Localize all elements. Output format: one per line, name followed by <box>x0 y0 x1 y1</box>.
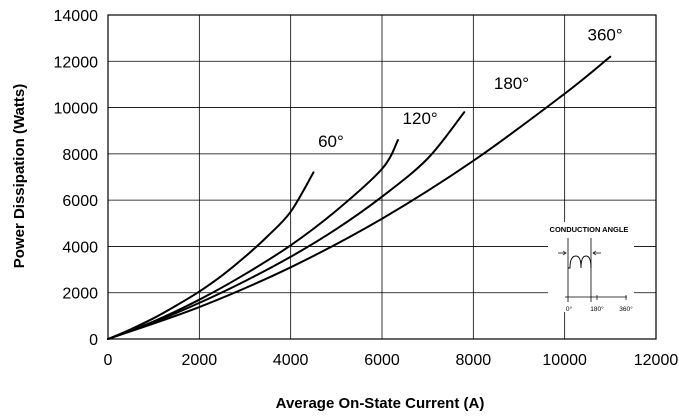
inset-tick-0: 0° <box>566 305 573 313</box>
x-tick-label: 12000 <box>634 352 679 369</box>
conduction-angle-inset: CONDUCTION ANGLE 0° 180° 360° <box>548 222 634 313</box>
y-tick-label: 14000 <box>54 8 99 25</box>
x-tick-labels: 0 2000 4000 6000 8000 10000 12000 <box>104 352 679 369</box>
x-tick-label: 0 <box>104 352 113 369</box>
x-tick-label: 10000 <box>542 352 587 369</box>
curve-label: 60° <box>318 132 344 151</box>
y-tick-label: 2000 <box>62 286 98 303</box>
y-tick-label: 8000 <box>62 147 98 164</box>
x-tick-label: 6000 <box>364 352 400 369</box>
y-tick-label: 10000 <box>54 101 99 118</box>
x-axis-title: Average On-State Current (A) <box>276 395 485 412</box>
series-line-1 <box>107 139 399 340</box>
y-tick-label: 6000 <box>62 193 98 210</box>
x-tick-label: 4000 <box>273 352 309 369</box>
inset-tick-label-180: 180° <box>590 305 604 313</box>
y-tick-label: 0 <box>89 332 98 349</box>
curve-label: 180° <box>494 74 529 93</box>
x-tick-label: 2000 <box>182 352 218 369</box>
curve-labels: 60° 120° 180° 360° <box>318 25 623 150</box>
y-tick-label: 4000 <box>62 239 98 256</box>
inset-dim-arrow-left <box>558 250 567 256</box>
inset-title: CONDUCTION ANGLE <box>550 225 629 234</box>
curves <box>107 55 612 340</box>
series-line-3 <box>107 55 612 340</box>
series-line-0 <box>107 171 315 340</box>
inset-waveform <box>568 255 592 269</box>
plot-frame <box>107 14 657 340</box>
inset-tick-label-360: 360° <box>619 305 633 313</box>
y-tick-label: 12000 <box>54 54 99 71</box>
x-tick-label: 8000 <box>456 352 492 369</box>
y-tick-labels: 0 2000 4000 6000 8000 10000 12000 14000 <box>54 8 99 349</box>
curve-label: 120° <box>403 109 438 128</box>
inset-dim-arrow-right <box>592 250 601 256</box>
series-line-2 <box>107 111 466 340</box>
y-axis-title: Power Dissipation (Watts) <box>11 84 28 268</box>
curve-label: 360° <box>588 25 623 44</box>
